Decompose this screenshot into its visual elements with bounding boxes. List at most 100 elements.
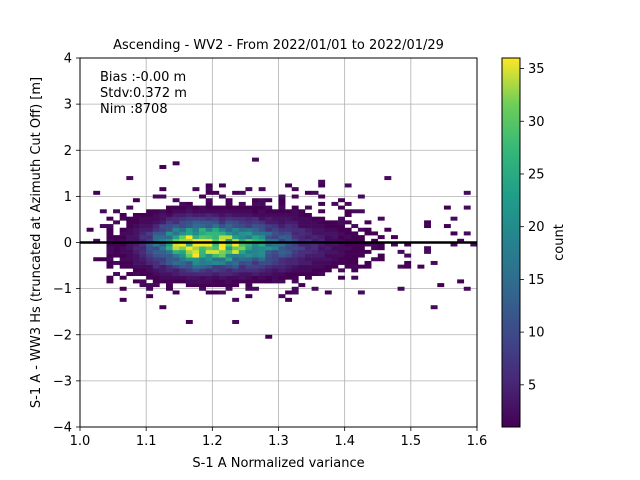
heatmap-cell	[238, 231, 246, 236]
heatmap-cell	[252, 212, 259, 217]
heatmap-cell	[351, 224, 359, 229]
heatmap-cell	[218, 224, 226, 229]
heatmap-cell	[199, 257, 207, 262]
heatmap-cell	[185, 279, 193, 284]
heatmap-cell	[185, 283, 193, 288]
heatmap-cell	[106, 224, 114, 229]
heatmap-cell	[146, 212, 154, 217]
heatmap-cell	[146, 286, 154, 291]
heatmap-cell	[172, 290, 180, 295]
heatmap-cell	[172, 238, 180, 243]
heatmap-cell	[132, 264, 140, 269]
heatmap-cell	[159, 227, 167, 232]
heatmap-cell	[278, 242, 286, 247]
heatmap-cell	[146, 264, 154, 269]
heatmap-cell	[258, 253, 266, 258]
heatmap-cell	[225, 242, 233, 247]
heatmap-cell	[258, 187, 266, 192]
heatmap-cell	[278, 201, 286, 206]
heatmap-cell	[278, 253, 286, 258]
heatmap-cell	[338, 216, 345, 221]
heatmap-cell	[265, 220, 273, 225]
heatmap-cell	[338, 205, 345, 210]
heatmap-cell	[126, 246, 134, 251]
heatmap-cell	[304, 216, 312, 221]
heatmap-cell	[225, 246, 233, 251]
heatmap-cell	[192, 231, 200, 236]
heatmap-cell	[199, 260, 207, 265]
heatmap-cell	[185, 216, 193, 221]
heatmap-cell	[245, 231, 253, 236]
heatmap-cell	[232, 257, 240, 262]
heatmap-cell	[152, 227, 160, 232]
heatmap-cell	[278, 220, 286, 225]
heatmap-cell	[106, 242, 114, 247]
heatmap-cell	[265, 205, 273, 210]
heatmap-cell	[252, 246, 259, 251]
heatmap-cell	[278, 235, 286, 240]
heatmap-cell	[146, 224, 154, 229]
heatmap-cell	[291, 235, 299, 240]
heatmap-cell	[265, 235, 273, 240]
heatmap-cell	[311, 249, 319, 254]
heatmap-cell	[172, 216, 180, 221]
heatmap-cell	[146, 238, 154, 243]
heatmap-cell	[152, 275, 160, 280]
heatmap-cell	[304, 253, 312, 258]
heatmap-cell	[139, 283, 147, 288]
heatmap-cell	[364, 220, 372, 225]
y-tick-label: 0	[64, 236, 72, 251]
heatmap-cell	[232, 190, 240, 195]
heatmap-cell	[285, 238, 293, 243]
y-tick-label: 2	[64, 144, 72, 159]
heatmap-cell	[159, 165, 167, 169]
heatmap-cell	[265, 209, 273, 214]
heatmap-cell	[278, 194, 286, 199]
heatmap-cell	[152, 231, 160, 236]
heatmap-cell	[159, 220, 167, 225]
heatmap-cell	[417, 264, 425, 269]
heatmap-cell	[113, 253, 120, 258]
heatmap-cell	[245, 272, 253, 277]
heatmap-cell	[179, 235, 187, 240]
heatmap-cell	[205, 283, 213, 288]
heatmap-cell	[159, 272, 167, 277]
heatmap-cell	[232, 246, 240, 251]
heatmap-cell	[106, 235, 114, 240]
heatmap-cell	[331, 201, 339, 206]
heatmap-cell	[113, 235, 120, 240]
heatmap-cell	[278, 246, 286, 251]
heatmap-cell	[258, 216, 266, 221]
heatmap-cell	[146, 209, 154, 214]
heatmap-cell	[166, 246, 173, 251]
heatmap-cell	[424, 224, 431, 229]
heatmap-cell	[298, 260, 306, 265]
heatmap-cell	[146, 283, 154, 288]
heatmap-cell	[132, 242, 140, 247]
heatmap-cell	[113, 249, 120, 254]
heatmap-cell	[291, 290, 299, 295]
heatmap-cell	[205, 246, 213, 251]
heatmap-cell	[106, 238, 114, 243]
heatmap-cell	[218, 260, 226, 265]
heatmap-cell	[291, 275, 299, 280]
heatmap-cell	[232, 220, 240, 225]
heatmap-cell	[298, 212, 306, 217]
heatmap-cell	[146, 246, 154, 251]
heatmap-cell	[119, 257, 127, 262]
heatmap-cell	[304, 249, 312, 254]
heatmap-cell	[324, 224, 332, 229]
heatmap-cell	[324, 268, 332, 273]
heatmap-cell	[179, 260, 187, 265]
heatmap-cell	[258, 246, 266, 251]
heatmap-cell	[205, 235, 213, 240]
heatmap-cell	[192, 235, 200, 240]
heatmap-cell	[344, 220, 352, 225]
heatmap-cell	[245, 249, 253, 254]
heatmap-cell	[126, 224, 134, 229]
heatmap-cell	[166, 283, 173, 288]
heatmap-cell	[278, 205, 286, 210]
heatmap-cell	[185, 231, 193, 236]
heatmap-cell	[291, 216, 299, 221]
